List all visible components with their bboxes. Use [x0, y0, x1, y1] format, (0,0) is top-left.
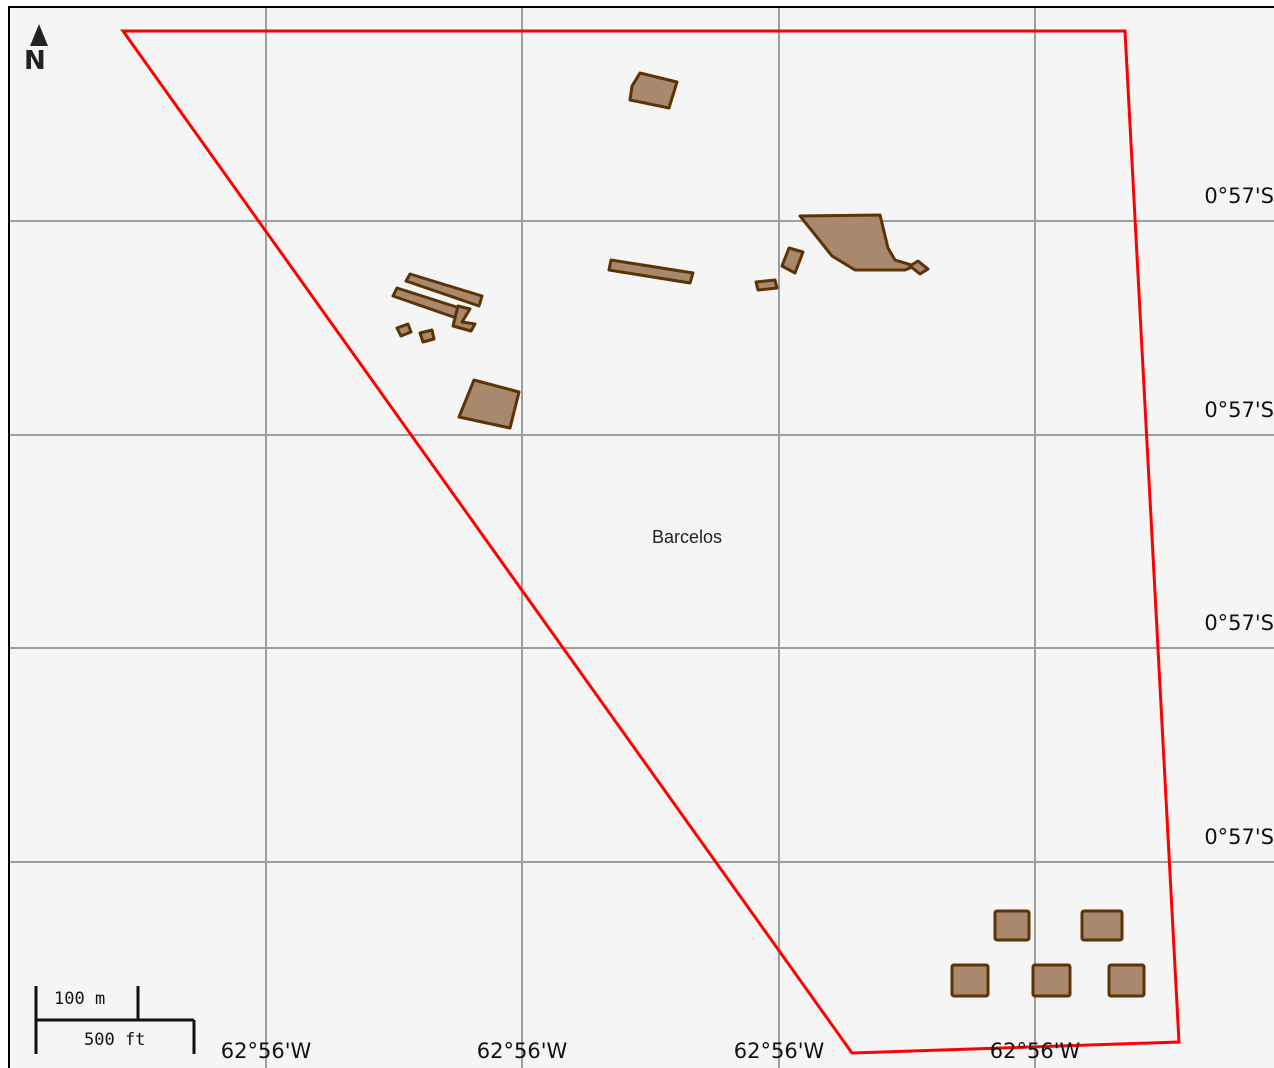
longitude-label: 62°56'W	[476, 1039, 568, 1063]
latitude-label: 0°57'S	[1204, 184, 1274, 208]
building[interactable]	[754, 278, 779, 292]
longitude-label: 62°56'W	[989, 1039, 1081, 1063]
building[interactable]	[1107, 963, 1146, 998]
building[interactable]	[1080, 909, 1124, 942]
building[interactable]	[908, 259, 930, 276]
map-layer	[10, 8, 1274, 1068]
building[interactable]	[780, 246, 805, 275]
building[interactable]	[950, 963, 990, 998]
latitude-label: 0°57'S	[1204, 611, 1274, 635]
building[interactable]	[993, 909, 1031, 942]
building[interactable]	[451, 304, 477, 333]
buildings-layer	[391, 71, 1146, 998]
building[interactable]	[607, 258, 695, 285]
scale-imperial-label: 500 ft	[84, 1030, 146, 1050]
north-label: N	[24, 46, 46, 76]
building[interactable]	[418, 328, 436, 344]
building[interactable]	[1031, 963, 1072, 998]
scale-bar: 100 m 500 ft	[32, 986, 202, 1062]
building[interactable]	[628, 71, 679, 110]
longitude-label: 62°56'W	[220, 1039, 312, 1063]
scale-bar-graphic	[34, 986, 196, 1054]
building[interactable]	[395, 322, 413, 338]
latitude-label: 0°57'S	[1204, 825, 1274, 849]
building[interactable]	[798, 213, 917, 272]
longitude-label: 62°56'W	[733, 1039, 825, 1063]
north-arrow-icon	[30, 24, 48, 46]
scale-metric-label: 100 m	[54, 989, 106, 1009]
graticule	[10, 8, 1274, 1068]
place-label[interactable]: Barcelos	[652, 527, 723, 547]
boundary-polygon[interactable]	[120, 29, 1181, 1055]
latitude-label: 0°57'S	[1204, 398, 1274, 422]
map-canvas[interactable]: N Barcelos 0°57'S 0°57'S 0°57'S 0°57'S 6…	[8, 6, 1274, 1068]
building[interactable]	[404, 272, 484, 308]
building[interactable]	[457, 378, 521, 430]
